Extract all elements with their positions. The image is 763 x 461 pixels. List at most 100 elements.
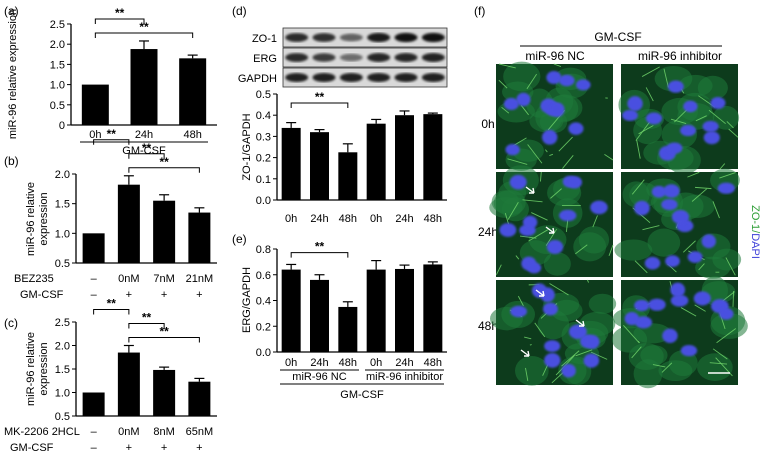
bar xyxy=(395,269,414,352)
group-name: miR-96 inhibitor xyxy=(366,371,443,383)
nucleus xyxy=(523,216,537,229)
blot-band xyxy=(395,33,418,42)
nucleus xyxy=(718,183,735,194)
nucleus xyxy=(550,102,564,117)
nucleus xyxy=(703,121,719,132)
significance-label: ** xyxy=(159,325,169,339)
cell-body xyxy=(589,294,616,314)
bar xyxy=(118,185,140,263)
nucleus xyxy=(681,345,697,356)
y-tick-label: 0.5 xyxy=(55,411,70,423)
nucleus xyxy=(546,71,561,84)
nucleus xyxy=(568,122,583,134)
y-tick-label: 1.5 xyxy=(55,199,70,211)
nucleus xyxy=(527,262,541,273)
y-tick-label: 0.0 xyxy=(256,195,271,207)
bar xyxy=(188,382,210,416)
row-name-treatment: GM-CSF xyxy=(20,289,64,301)
blot-row-label: ZO-1 xyxy=(252,33,277,45)
category-label: 0nM xyxy=(118,426,139,438)
nucleus xyxy=(562,364,576,378)
category-label: 24h xyxy=(395,357,413,369)
group-name: miR-96 NC xyxy=(292,371,346,383)
blot-band xyxy=(395,73,418,82)
cell-body xyxy=(502,197,529,221)
treatment-sign: – xyxy=(91,442,98,454)
blot-band xyxy=(367,53,390,62)
category-label: 0h xyxy=(370,213,382,225)
y-axis-label-line: ZO-1/GAPDH xyxy=(241,113,253,180)
category-label: 48h xyxy=(339,357,357,369)
nucleus xyxy=(499,223,516,237)
row-name-inhibitor: MK-2206 2HCL xyxy=(4,426,80,438)
blot-band xyxy=(422,33,445,42)
nucleus xyxy=(544,353,560,368)
treatment-sign: – xyxy=(91,289,98,301)
nucleus xyxy=(584,354,600,368)
blot-band xyxy=(340,54,363,61)
category-label: 0h xyxy=(370,357,382,369)
treatment-sign: + xyxy=(126,289,132,301)
nucleus xyxy=(661,199,677,210)
bar xyxy=(83,393,105,417)
cell-body xyxy=(697,353,733,381)
micrograph-tile xyxy=(614,169,741,279)
nucleus xyxy=(567,176,582,188)
y-axis-label-line: ERG/GAPDH xyxy=(241,267,253,333)
nucleus xyxy=(680,125,696,136)
cell-body xyxy=(579,226,609,253)
y-tick-label: 0.4 xyxy=(256,110,271,122)
significance-label: ** xyxy=(139,20,149,34)
y-tick-label: 2.0 xyxy=(55,341,70,353)
category-label: 0h xyxy=(285,213,297,225)
significance-label: ** xyxy=(159,155,169,169)
blot-band xyxy=(285,53,308,62)
y-tick-label: 1.0 xyxy=(55,228,70,240)
micrograph-tile xyxy=(489,165,613,277)
y-tick-label: 0.4 xyxy=(256,296,271,308)
panel-label-d: (d) xyxy=(232,4,247,18)
nucleus xyxy=(710,97,725,109)
y-tick-label: 1.0 xyxy=(50,80,65,92)
nucleus xyxy=(634,300,649,311)
category-label: 0h xyxy=(285,357,297,369)
bar xyxy=(118,353,140,416)
bar xyxy=(282,270,301,352)
panel-label-b: (b) xyxy=(4,154,19,168)
nucleus xyxy=(569,325,587,340)
nucleus xyxy=(648,299,665,311)
category-label: 8nM xyxy=(153,426,174,438)
bar xyxy=(131,49,158,125)
treatment-sign: + xyxy=(196,442,202,454)
row-name-inhibitor: BEZ235 xyxy=(14,273,54,285)
nucleus xyxy=(662,329,677,343)
y-tick-label: 1.5 xyxy=(50,59,65,71)
y-tick-label: 0.2 xyxy=(256,153,271,165)
bar xyxy=(310,280,329,352)
panel-label-f: (f) xyxy=(474,4,485,18)
nucleus xyxy=(672,210,689,224)
y-tick-label: 2.5 xyxy=(50,19,65,31)
cell-body xyxy=(648,229,681,257)
nucleus xyxy=(627,96,642,111)
column-label-inhibitor: miR-96 inhibitor xyxy=(638,49,722,63)
bar xyxy=(367,124,386,200)
bar xyxy=(395,115,414,200)
category-label: 48h xyxy=(424,357,442,369)
y-tick-label: 0.5 xyxy=(50,100,65,112)
bar xyxy=(338,307,357,352)
category-label: 24h xyxy=(310,213,328,225)
y-tick-label: 1.5 xyxy=(55,364,70,376)
bar xyxy=(83,233,105,263)
category-label: 0nM xyxy=(118,273,139,285)
significance-label: ** xyxy=(107,297,117,311)
y-axis-label: miR-96 relativeexpression xyxy=(25,182,50,256)
nucleus xyxy=(645,257,660,270)
y-tick-label: 0.8 xyxy=(256,244,271,256)
nucleus xyxy=(622,110,638,121)
y-axis-label-line: miR-96 relative xyxy=(25,332,37,406)
significance-label: ** xyxy=(142,141,152,155)
y-axis-label-line: miR-96 relative expression xyxy=(7,9,19,139)
